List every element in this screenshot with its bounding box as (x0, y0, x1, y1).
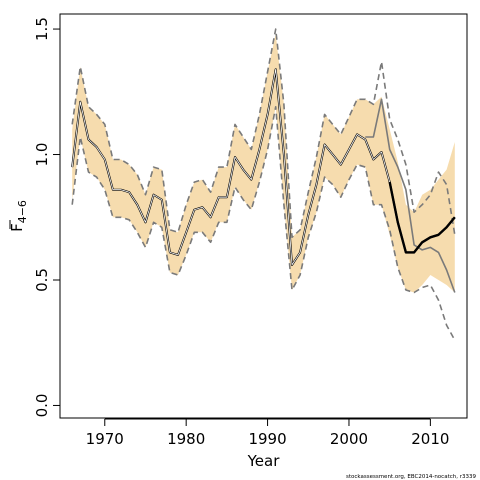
x-tick-label: 2010 (411, 430, 449, 448)
y-axis: 0.0 0.5 1.0 1.5 (33, 17, 61, 418)
y-tick-label: 0.5 (33, 268, 51, 292)
credit-text: stockassessment.org, EBC2014-nocatch, r3… (346, 474, 477, 480)
series-line-lower-bound (71, 106, 456, 341)
y-axis-title: F4−6 (8, 200, 29, 232)
x-axis-title: Year (247, 452, 281, 470)
x-axis: 1970 1980 1990 2000 2010 (86, 418, 449, 448)
series-layer (71, 28, 456, 341)
x-tick-label: 2000 (330, 430, 368, 448)
svg-text:F4−6: F4−6 (8, 200, 29, 232)
y-tick-label: 0.0 (33, 394, 51, 418)
x-tick-label: 1970 (86, 430, 124, 448)
y-axis-title-main: F (8, 223, 26, 232)
series-line-primary-core (71, 68, 391, 266)
y-axis-title-sub: 4−6 (16, 200, 29, 223)
x-tick-label: 1990 (248, 430, 286, 448)
x-tick-label: 1980 (167, 430, 205, 448)
series-line-primary-tail (388, 181, 456, 254)
series-line-secondary-estimate (365, 98, 456, 293)
y-tick-label: 1.0 (33, 143, 51, 167)
series-line-upper-bound (71, 28, 456, 239)
y-tick-label: 1.5 (33, 17, 51, 41)
